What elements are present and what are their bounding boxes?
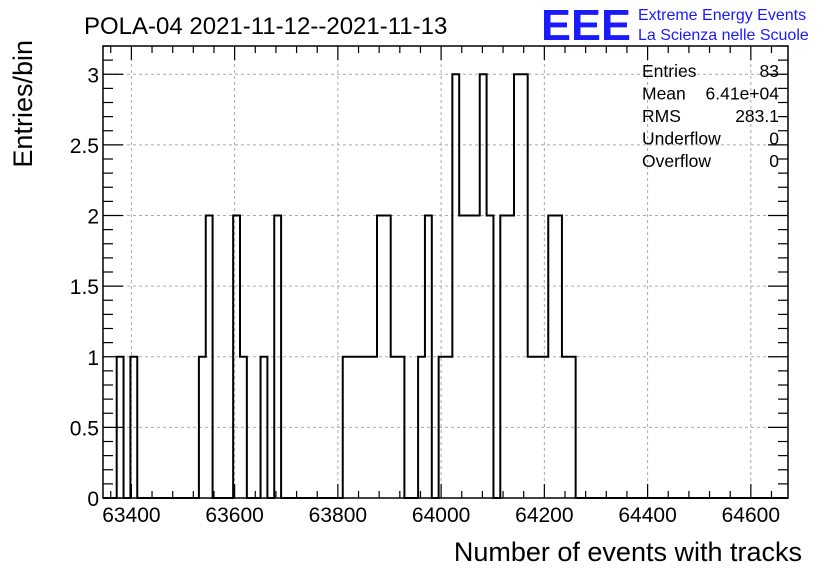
stats-label: Mean <box>642 84 686 104</box>
y-tick-label: 0 <box>87 488 99 511</box>
stats-value: 83 <box>760 61 779 81</box>
axis-ticks <box>103 45 788 499</box>
stats-value: 6.41e+04 <box>706 84 780 104</box>
eee-logo-mark: EEE <box>541 1 631 50</box>
x-tick-label: 64000 <box>412 504 470 527</box>
x-tick-label: 63400 <box>102 504 160 527</box>
eee-logo: EEE Extreme Energy Events La Scienza nel… <box>541 1 809 50</box>
y-tick-label: 2 <box>87 206 99 229</box>
stats-box: Entries 83 Mean 6.41e+04 RMS 283.1 Underflow 0 O… <box>642 61 779 171</box>
y-tick-label: 3 <box>87 64 99 87</box>
x-tick-label: 64600 <box>722 504 780 527</box>
chart-title: POLA-04 2021-11-12--2021-11-13 <box>84 13 447 40</box>
stats-value: 0 <box>769 151 779 171</box>
y-tick-label: 2.5 <box>70 135 99 158</box>
y-tick-label: 0.5 <box>70 417 99 440</box>
x-tick-label: 64200 <box>515 504 573 527</box>
stats-label: Overflow <box>642 151 711 171</box>
stats-value: 283.1 <box>735 106 779 126</box>
stats-label: Entries <box>642 61 697 81</box>
logo-line1: Extreme Energy Events <box>638 7 806 24</box>
x-tick-labels: 63400 63600 63800 64000 64200 64400 64600 <box>102 504 780 527</box>
y-axis-label: Entries/bin <box>8 40 38 168</box>
stats-label: Underflow <box>642 129 721 149</box>
x-axis-label: Number of events with tracks <box>454 537 802 567</box>
x-tick-label: 63800 <box>309 504 367 527</box>
x-tick-label: 63600 <box>205 504 263 527</box>
logo-line2: La Scienza nelle Scuole <box>638 27 809 44</box>
y-tick-label: 1 <box>87 347 99 370</box>
y-tick-labels: 0 0.5 1 1.5 2 2.5 3 <box>70 64 99 511</box>
stats-label: RMS <box>642 106 681 126</box>
stats-value: 0 <box>769 129 779 149</box>
x-tick-label: 64400 <box>618 504 676 527</box>
y-tick-label: 1.5 <box>70 276 99 299</box>
